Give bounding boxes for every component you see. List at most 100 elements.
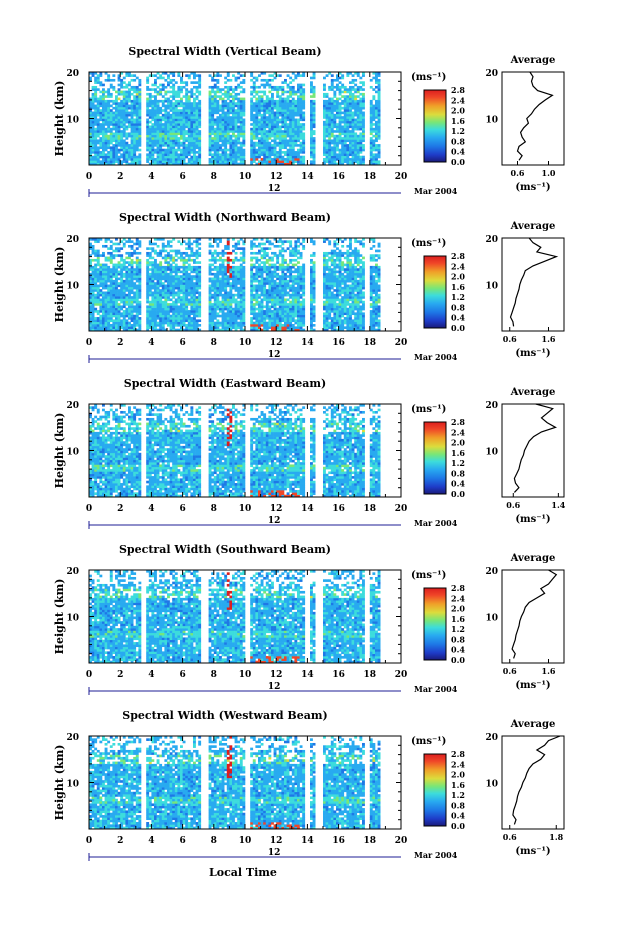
x-tick-label: 20 [395, 836, 408, 846]
colorbar [424, 754, 446, 826]
date-label: Mar 2004 [414, 850, 458, 860]
colorbar-tick-label: 2.0 [451, 604, 465, 614]
x-tick-label: 6 [179, 172, 185, 182]
colorbar [424, 90, 446, 162]
colorbar-tick-label: 1.2 [451, 790, 465, 800]
colorbar-unit: (ms⁻¹) [411, 404, 446, 415]
average-title: Average [510, 55, 556, 66]
colorbar-tick-label: 0.8 [451, 302, 465, 312]
day-label: 12 [268, 516, 281, 526]
panel-title: Spectral Width (Eastward Beam) [124, 377, 326, 390]
heatmap [89, 238, 381, 331]
x-tick-label: 14 [301, 670, 314, 680]
y-tick-label: 10 [66, 282, 79, 292]
colorbar-unit: (ms⁻¹) [411, 736, 446, 747]
colorbar-tick-label: 2.8 [451, 417, 465, 427]
colorbar-tick-label: 2.8 [451, 251, 465, 261]
x-tick-label: 18 [364, 172, 377, 182]
x-tick-label: 0 [86, 172, 92, 182]
average-line [511, 238, 557, 326]
x-tick-label: 12 [270, 670, 283, 680]
colorbar-tick-label: 2.0 [451, 106, 465, 116]
average-x-tick-label: 0.6 [506, 500, 520, 510]
y-tick-label: 10 [66, 448, 79, 458]
colorbar-tick-label: 1.2 [451, 292, 465, 302]
x-tick-label: 20 [395, 670, 408, 680]
panel-3: Spectral Width (Eastward Beam)2010Height… [53, 377, 566, 529]
average-line [518, 72, 553, 160]
colorbar-tick-label: 2.8 [451, 749, 465, 759]
x-tick-label: 16 [332, 836, 345, 846]
average-y-tick-label: 10 [485, 116, 498, 126]
colorbar-tick-label: 0.8 [451, 136, 465, 146]
colorbar [424, 256, 446, 328]
x-tick-label: 8 [211, 338, 217, 348]
panel-1: Spectral Width (Vertical Beam)2010Height… [53, 45, 564, 197]
colorbar-tick-label: 0.0 [451, 489, 465, 499]
y-tick-label: 20 [66, 733, 79, 743]
x-tick-label: 10 [239, 670, 252, 680]
x-tick-label: 12 [270, 338, 283, 348]
average-unit: (ms⁻¹) [515, 348, 550, 359]
y-tick-label: 20 [66, 401, 79, 411]
average-y-tick-label: 10 [485, 282, 498, 292]
y-axis-label: Height (km) [53, 745, 66, 821]
colorbar-tick-label: 1.2 [451, 126, 465, 136]
day-label: 12 [268, 848, 281, 858]
average-y-tick-label: 20 [485, 733, 498, 743]
x-tick-label: 4 [148, 836, 154, 846]
average-line [514, 404, 555, 492]
average-frame [502, 404, 564, 497]
x-tick-label: 18 [364, 504, 377, 514]
colorbar-tick-label: 2.4 [451, 427, 465, 437]
x-tick-label: 20 [395, 504, 408, 514]
x-tick-label: 2 [117, 836, 123, 846]
y-axis-label: Height (km) [53, 81, 66, 157]
colorbar-tick-label: 1.6 [451, 614, 465, 624]
date-label: Mar 2004 [414, 518, 458, 528]
x-tick-label: 8 [211, 670, 217, 680]
panel-title: Spectral Width (Vertical Beam) [128, 45, 321, 58]
y-tick-label: 20 [66, 69, 79, 79]
x-tick-label: 14 [301, 172, 314, 182]
colorbar-tick-label: 2.0 [451, 272, 465, 282]
x-tick-label: 2 [117, 338, 123, 348]
x-tick-label: 4 [148, 504, 154, 514]
x-tick-label: 2 [117, 172, 123, 182]
x-tick-label: 4 [148, 670, 154, 680]
panel-4: Spectral Width (Southward Beam)2010Heigh… [53, 543, 564, 695]
y-tick-label: 10 [66, 614, 79, 624]
colorbar-unit: (ms⁻¹) [411, 72, 446, 83]
average-title: Average [510, 553, 556, 564]
x-tick-label: 18 [364, 670, 377, 680]
average-unit: (ms⁻¹) [515, 182, 550, 193]
average-title: Average [510, 387, 556, 398]
x-tick-label: 10 [239, 172, 252, 182]
x-tick-label: 4 [148, 172, 154, 182]
x-tick-label: 18 [364, 338, 377, 348]
colorbar-unit: (ms⁻¹) [411, 238, 446, 249]
colorbar-tick-label: 2.4 [451, 261, 465, 271]
x-tick-label: 14 [301, 836, 314, 846]
average-y-tick-label: 10 [485, 448, 498, 458]
y-axis-label: Height (km) [53, 247, 66, 323]
x-tick-label: 8 [211, 836, 217, 846]
colorbar-tick-label: 2.0 [451, 438, 465, 448]
average-y-tick-label: 20 [485, 567, 498, 577]
x-tick-label: 0 [86, 504, 92, 514]
colorbar-tick-label: 1.6 [451, 116, 465, 126]
heatmap [89, 736, 381, 829]
x-tick-label: 10 [239, 836, 252, 846]
average-frame [502, 736, 564, 829]
average-title: Average [510, 221, 556, 232]
panel-5: Spectral Width (Westward Beam)2010Height… [53, 709, 564, 861]
y-tick-label: 10 [66, 780, 79, 790]
panel-title: Spectral Width (Southward Beam) [119, 543, 331, 556]
average-x-tick-label: 0.6 [503, 832, 517, 842]
colorbar-tick-label: 0.4 [451, 811, 465, 821]
average-x-tick-label: 1.6 [542, 666, 556, 676]
day-label: 12 [268, 682, 281, 692]
x-tick-label: 20 [395, 338, 408, 348]
